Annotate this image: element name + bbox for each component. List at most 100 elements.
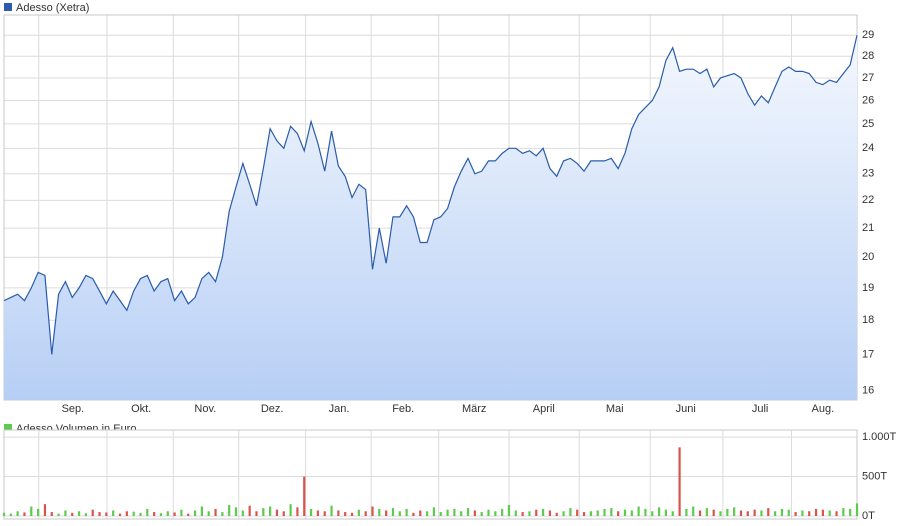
volume-bar (808, 511, 811, 516)
volume-bar (507, 504, 511, 516)
volume-bar (698, 510, 702, 516)
volume-bar (692, 506, 695, 516)
x-tick-label: Jan. (329, 403, 350, 415)
volume-bar (412, 512, 415, 516)
volume-bar (234, 507, 238, 516)
volume-bar (64, 510, 67, 516)
volume-bar (269, 506, 272, 516)
volume-bar (439, 512, 442, 516)
y-tick-label: 1.000T (862, 431, 897, 443)
volume-bar (733, 507, 736, 516)
volume-bar (173, 512, 176, 516)
volume-bar (255, 511, 258, 516)
volume-bar (610, 508, 613, 516)
volume-bar (139, 512, 142, 516)
volume-bar (200, 506, 203, 516)
volume-bar (487, 509, 490, 516)
volume-bar (589, 511, 592, 516)
x-tick-label: Juli (752, 403, 769, 415)
volume-bar (309, 508, 313, 516)
volume-bar (248, 505, 251, 516)
x-tick-label: Sep. (62, 403, 85, 415)
volume-bar (405, 508, 408, 516)
volume-bar (316, 510, 320, 516)
volume-bar (57, 513, 60, 516)
volume-bar (705, 508, 708, 516)
volume-bar (651, 511, 654, 516)
volume-bar (596, 510, 599, 516)
volume-bar (760, 510, 763, 516)
volume-bar (43, 504, 47, 516)
volume-bar (664, 509, 668, 516)
price-area (4, 35, 857, 400)
volume-bar (303, 476, 306, 516)
volume-bar (617, 511, 620, 516)
volume-bar (821, 509, 824, 516)
volume-bar (180, 509, 183, 516)
volume-bar (658, 507, 661, 516)
volume-bar (623, 509, 627, 516)
volume-panel: 0T 500T 1.000T (2, 429, 897, 522)
volume-bar (774, 511, 777, 516)
volume-bar (241, 510, 244, 516)
volume-bar (814, 508, 818, 516)
volume-bar (98, 512, 101, 516)
volume-bar (296, 507, 299, 516)
x-tick-label: Juni (676, 403, 696, 415)
legend-label: Adesso (Xetra) (16, 2, 89, 14)
volume-bar (193, 510, 197, 516)
volume-bar (739, 510, 743, 516)
legend-swatch (4, 424, 12, 432)
volume-bar (350, 512, 354, 516)
volume-bar (446, 509, 449, 516)
volume-bar (330, 505, 333, 516)
y-tick-label: 18 (862, 314, 874, 326)
volume-bar (112, 510, 115, 516)
y-tick-label: 17 (862, 348, 874, 360)
volume-bar (678, 447, 681, 516)
volume-bar (603, 508, 606, 516)
volume-bar (501, 508, 504, 516)
volume-bar (357, 509, 360, 516)
y-tick-label: 19 (862, 282, 874, 294)
volume-bar (767, 508, 770, 516)
volume-bar (221, 512, 224, 516)
volume-bar (50, 512, 53, 516)
volume-bar (132, 511, 135, 516)
volume-bar (753, 509, 756, 516)
volume-bar (9, 513, 12, 516)
volume-bar (569, 508, 572, 516)
volume-bar (371, 506, 374, 516)
x-tick-label: Aug. (812, 403, 835, 415)
volume-bar (855, 503, 859, 516)
volume-bar (159, 513, 163, 516)
volume-bar (378, 508, 381, 516)
volume-bar (514, 510, 517, 516)
volume-bar (91, 509, 94, 516)
legend-swatch (4, 3, 12, 11)
volume-bar (494, 511, 497, 516)
volume-bar (432, 507, 436, 516)
volume-bar (787, 509, 790, 516)
volume-bar (289, 504, 292, 516)
volume-bar (282, 511, 285, 516)
volume-bar (541, 508, 545, 516)
volume-bar (166, 511, 169, 516)
volume-bar (685, 508, 688, 516)
volume-bar (364, 511, 367, 516)
y-tick-label: 24 (862, 142, 874, 154)
volume-bar (425, 511, 429, 516)
volume-bar (275, 509, 279, 516)
volume-bar (398, 511, 401, 516)
volume-bar (630, 510, 633, 516)
volume-bar (576, 509, 579, 516)
volume-bar (801, 510, 804, 516)
volume-bar (719, 511, 722, 516)
y-tick-label: 27 (862, 72, 874, 84)
volume-bar (473, 510, 476, 516)
volume-bar (118, 513, 122, 516)
volume-bar (125, 511, 128, 516)
volume-bar (644, 508, 647, 516)
y-tick-label: 21 (862, 222, 874, 234)
volume-bar (726, 508, 729, 516)
